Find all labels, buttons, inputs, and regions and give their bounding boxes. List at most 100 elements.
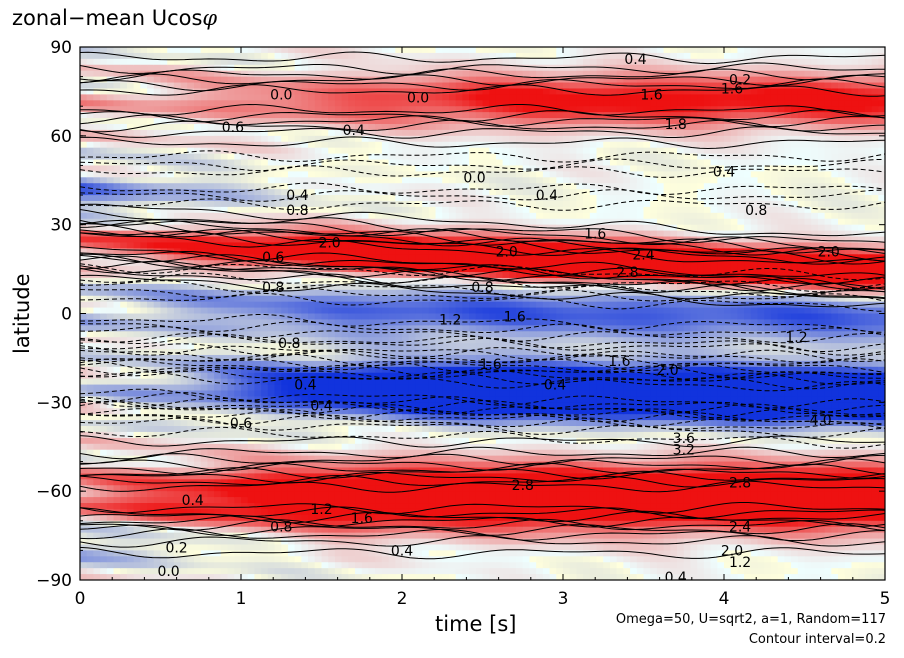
heatmap-cell — [173, 289, 182, 297]
heatmap-cell — [328, 384, 336, 392]
heatmap-cell — [220, 491, 229, 498]
heatmap-cell — [442, 165, 450, 172]
heatmap-cell — [408, 189, 417, 196]
heatmap-cell — [86, 52, 95, 60]
heatmap-cell — [100, 153, 108, 161]
heatmap-cell — [241, 295, 249, 303]
heatmap-cell — [274, 171, 282, 178]
heatmap-cell — [301, 538, 309, 546]
heatmap-cell — [294, 112, 302, 119]
heatmap-cell — [100, 473, 108, 480]
heatmap-cell — [113, 153, 121, 161]
heatmap-cell — [348, 260, 356, 267]
heatmap-cell — [261, 420, 269, 427]
heatmap-cell — [408, 272, 417, 279]
heatmap-cell — [381, 183, 390, 190]
heatmap-cell — [147, 301, 155, 309]
heatmap-cell — [227, 153, 235, 161]
heatmap-cell — [153, 349, 162, 356]
heatmap-cell — [100, 479, 108, 486]
heatmap-cell — [160, 206, 168, 214]
heatmap-cell — [395, 248, 403, 255]
heatmap-cell — [120, 70, 128, 78]
heatmap-cell — [167, 508, 175, 516]
heatmap-cell — [402, 497, 410, 504]
heatmap-cell — [220, 568, 229, 575]
heatmap-cell — [100, 431, 108, 439]
heatmap-cell — [301, 206, 309, 214]
heatmap-cell — [140, 343, 148, 350]
heatmap-cell — [334, 402, 343, 409]
heatmap-cell — [301, 485, 309, 492]
heatmap-cell — [220, 70, 229, 78]
heatmap-cell — [106, 165, 115, 172]
heatmap-cell — [93, 307, 101, 315]
heatmap-cell — [287, 94, 296, 101]
heatmap-cell — [106, 366, 115, 374]
heatmap-cell — [93, 123, 101, 131]
heatmap-cell — [160, 384, 168, 392]
heatmap-cell — [428, 189, 437, 196]
heatmap-cell — [294, 360, 302, 368]
heatmap-cell — [254, 206, 262, 214]
heatmap-cell — [274, 402, 282, 409]
heatmap-cell — [93, 568, 101, 575]
heatmap-cell — [408, 497, 417, 504]
heatmap-cell — [448, 307, 457, 315]
heatmap-cell — [106, 497, 115, 504]
heatmap-cell — [355, 491, 363, 498]
heatmap-cell — [261, 349, 269, 356]
heatmap-cell — [381, 248, 390, 255]
heatmap-cell — [368, 431, 376, 439]
heatmap-cell — [120, 514, 128, 522]
heatmap-cell — [287, 165, 296, 172]
heatmap-cell — [435, 224, 443, 232]
heatmap-cell — [381, 443, 390, 451]
heatmap-cell — [160, 556, 168, 563]
heatmap-cell — [267, 479, 276, 486]
heatmap-cell — [207, 313, 215, 321]
heatmap-cell — [126, 189, 135, 196]
heatmap-cell — [428, 497, 437, 504]
heatmap-cell — [247, 550, 256, 557]
heatmap-cell — [207, 88, 215, 95]
heatmap-cell — [281, 224, 289, 232]
heatmap-cell — [200, 183, 209, 190]
heatmap-cell — [267, 366, 276, 374]
heatmap-cell — [86, 562, 95, 569]
heatmap-cell — [234, 195, 242, 202]
heatmap-cell — [160, 123, 168, 131]
heatmap-cell — [133, 497, 141, 504]
heatmap-cell — [301, 354, 309, 362]
heatmap-cell — [395, 171, 403, 178]
heatmap-cell — [287, 360, 296, 368]
heatmap-cell — [408, 82, 417, 90]
heatmap-cell — [147, 200, 155, 208]
heatmap-cell — [442, 64, 450, 72]
heatmap-cell — [375, 426, 383, 433]
heatmap-cell — [368, 526, 376, 534]
heatmap-cell — [381, 354, 390, 362]
heatmap-cell — [254, 52, 262, 60]
heatmap-cell — [106, 437, 115, 445]
heatmap-cell — [281, 112, 289, 119]
heatmap-cell — [220, 94, 229, 101]
heatmap-cell — [442, 307, 450, 315]
heatmap-cell — [133, 88, 141, 95]
heatmap-cell — [214, 443, 222, 451]
heatmap-cell — [214, 544, 222, 551]
heatmap-cell — [341, 461, 349, 469]
heatmap-cell — [133, 118, 141, 125]
heatmap-cell — [381, 562, 390, 569]
heatmap-cell — [388, 200, 396, 208]
heatmap-cell — [435, 455, 443, 463]
heatmap-cell — [126, 118, 135, 125]
heatmap-cell — [301, 189, 309, 196]
heatmap-cell — [173, 508, 182, 516]
heatmap-cell — [395, 337, 403, 344]
heatmap-cell — [328, 248, 336, 255]
heatmap-cell — [361, 331, 370, 338]
heatmap-cell — [133, 544, 141, 551]
heatmap-cell — [140, 129, 148, 137]
heatmap-cell — [361, 562, 370, 569]
